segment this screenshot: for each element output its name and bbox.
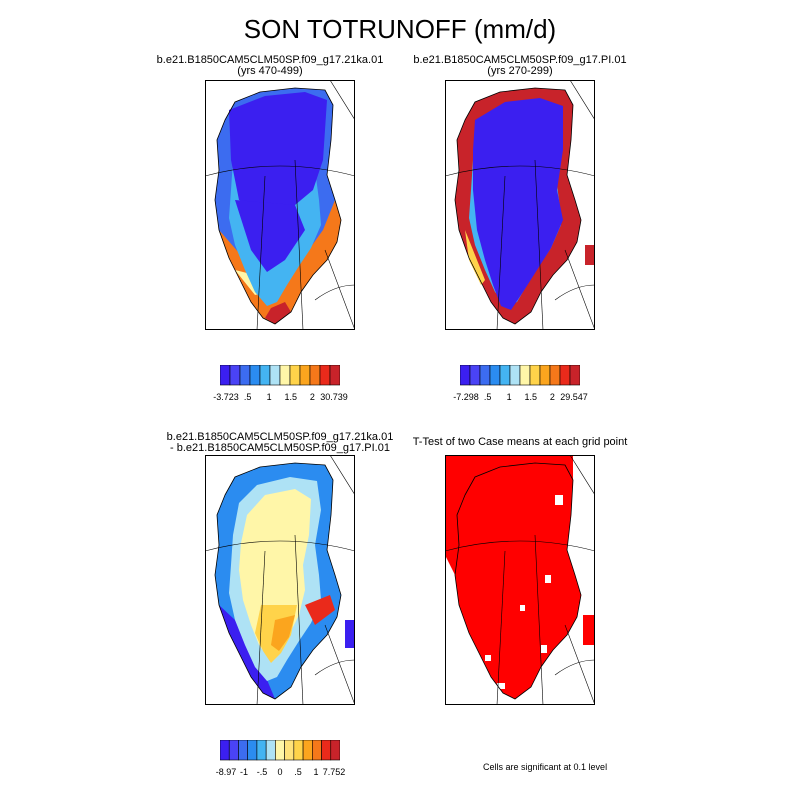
colorbar-tick-label: 7.752 xyxy=(322,767,346,777)
colorbar-tick-label: .5 xyxy=(294,767,302,777)
colorbar-tick-label: 29.547 xyxy=(560,392,588,402)
colorbar-swatch xyxy=(293,740,304,761)
colorbar-tick-label: 2 xyxy=(549,392,555,402)
panel-1-title: b.e21.B1850CAM5CLM50SP.f09_g17.21ka.01 (… xyxy=(150,55,390,77)
colorbar-swatch xyxy=(229,365,241,386)
colorbar-swatch xyxy=(228,740,239,761)
colorbar-tick-label: 1.5 xyxy=(524,392,538,402)
colorbar-swatch xyxy=(220,365,231,386)
colorbar-swatch xyxy=(460,365,471,386)
panel-2-title-line1: b.e21.B1850CAM5CLM50SP.f09_g17.PI.01 xyxy=(413,54,627,66)
colorbar-swatch xyxy=(302,740,313,761)
colorbar-swatch xyxy=(539,365,551,386)
panel-3-title-line1: b.e21.B1850CAM5CLM50SP.f09_g17.21ka.01 xyxy=(166,431,394,443)
colorbar-tick-label: .5 xyxy=(243,392,252,402)
panel-1-map xyxy=(205,80,355,330)
colorbar-tick-label: -7.298 xyxy=(453,392,479,402)
colorbar-swatch xyxy=(329,365,340,386)
colorbar-swatch xyxy=(569,365,580,386)
colorbar-swatch xyxy=(279,365,291,386)
colorbar-swatch xyxy=(259,365,271,386)
panel-2-map xyxy=(445,80,595,330)
colorbar-swatch xyxy=(319,365,331,386)
colorbar-swatch xyxy=(509,365,521,386)
colorbar-tick-label: -8.97 xyxy=(215,767,237,777)
panel-3-title: b.e21.B1850CAM5CLM50SP.f09_g17.21ka.01 -… xyxy=(150,432,410,454)
colorbar-tick-label: 2 xyxy=(309,392,315,402)
colorbar-swatch xyxy=(265,740,276,761)
colorbar-swatch xyxy=(247,740,258,761)
panel-1-colorbar-labels: -3.723 .5 1 1.5 2 30.739 xyxy=(213,392,348,404)
colorbar-tick-label: -3.723 xyxy=(213,392,239,402)
colorbar-swatch xyxy=(284,740,295,761)
colorbar-swatch xyxy=(469,365,481,386)
colorbar-swatch xyxy=(220,740,230,761)
panel-1-title-line2: (yrs 470-499) xyxy=(237,65,303,77)
colorbar-swatch xyxy=(239,365,251,386)
colorbar-swatch xyxy=(330,740,340,761)
panel-3-colorbar-labels: -8.97 -1 -.5 0 .5 1 7.752 xyxy=(216,767,346,779)
panel-4-map xyxy=(445,455,595,705)
colorbar-tick-label: 1 xyxy=(266,392,272,402)
panel-2-colorbar-labels: -7.298 .5 1 1.5 2 29.547 xyxy=(453,392,588,404)
colorbar-swatch xyxy=(479,365,491,386)
panel-2-title: b.e21.B1850CAM5CLM50SP.f09_g17.PI.01 (yr… xyxy=(400,55,640,77)
panel-4-note: Cells are significant at 0.1 level xyxy=(483,762,608,772)
colorbar-tick-label: 1 xyxy=(313,767,319,777)
panel-4-title: T-Test of two Case means at each grid po… xyxy=(400,437,640,448)
colorbar-swatch xyxy=(238,740,248,761)
colorbar-tick-label: 1.5 xyxy=(284,392,298,402)
colorbar-swatch xyxy=(489,365,501,386)
colorbar-tick-label: 1 xyxy=(506,392,512,402)
colorbar-swatch xyxy=(529,365,541,386)
colorbar-swatch xyxy=(249,365,261,386)
panel-1-colorbar xyxy=(220,365,340,386)
colorbar-swatch xyxy=(549,365,561,386)
colorbar-tick-label: 0 xyxy=(277,767,283,777)
panel-3-title-line2: - b.e21.B1850CAM5CLM50SP.f09_g17.PI.01 xyxy=(170,442,390,454)
colorbar-tick-label: .5 xyxy=(483,392,492,402)
colorbar-swatch xyxy=(559,365,571,386)
colorbar-swatch xyxy=(299,365,311,386)
colorbar-swatch xyxy=(321,740,332,761)
colorbar-tick-label: -1 xyxy=(239,767,249,777)
panel-3-colorbar xyxy=(220,740,340,761)
colorbar-swatch xyxy=(312,740,322,761)
panel-3-map xyxy=(205,455,355,705)
colorbar-tick-label: -.5 xyxy=(256,767,268,777)
colorbar-swatch xyxy=(309,365,321,386)
panel-4-title-line1: T-Test of two Case means at each grid po… xyxy=(412,436,628,448)
colorbar-swatch xyxy=(289,365,301,386)
panel-2-colorbar xyxy=(460,365,580,386)
panel-2-title-line2: (yrs 270-299) xyxy=(487,65,553,77)
colorbar-swatch xyxy=(519,365,531,386)
colorbar-swatch xyxy=(269,365,281,386)
colorbar-swatch xyxy=(499,365,511,386)
colorbar-swatch xyxy=(256,740,267,761)
colorbar-swatch xyxy=(275,740,285,761)
figure-title: SON TOTRUNOFF (mm/d) xyxy=(243,14,557,44)
colorbar-tick-label: 30.739 xyxy=(320,392,348,402)
panel-1-title-line1: b.e21.B1850CAM5CLM50SP.f09_g17.21ka.01 xyxy=(156,54,384,66)
